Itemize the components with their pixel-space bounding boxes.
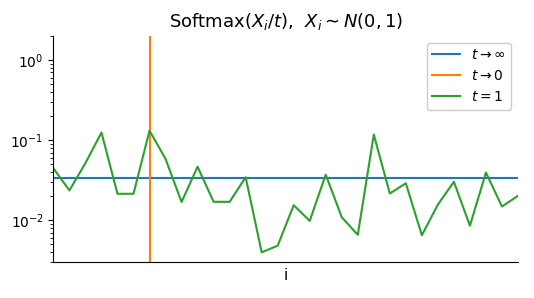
- $t \to \infty$: [98, 177, 105, 180]
- Legend: $t \to \infty$, $t \to 0$, $t = 1$: $t \to \infty$, $t \to 0$, $t = 1$: [427, 43, 511, 110]
- Line: $t = 1$: $t = 1$: [53, 131, 518, 252]
- $t = 1$: [98, 131, 105, 134]
- $t \to \infty$: [194, 177, 201, 180]
- $t = 1$: [323, 173, 329, 176]
- $t = 1$: [467, 224, 473, 227]
- X-axis label: i: i: [284, 268, 288, 283]
- $t \to \infty$: [371, 177, 377, 180]
- $t \to \infty$: [339, 177, 345, 180]
- $t \to \infty$: [226, 177, 233, 180]
- $t = 1$: [403, 181, 409, 185]
- $t = 1$: [339, 215, 345, 219]
- $t \to \infty$: [66, 177, 73, 180]
- $t = 1$: [226, 200, 233, 204]
- $t \to \infty$: [82, 177, 89, 180]
- $t = 1$: [419, 233, 425, 237]
- $t = 1$: [114, 192, 121, 195]
- $t = 1$: [146, 129, 153, 132]
- $t = 1$: [194, 165, 201, 169]
- $t \to \infty$: [258, 177, 265, 180]
- $t = 1$: [387, 192, 393, 195]
- $t \to \infty$: [178, 177, 185, 180]
- $t = 1$: [371, 133, 377, 136]
- $t = 1$: [82, 161, 89, 165]
- $t \to \infty$: [307, 177, 313, 180]
- $t = 1$: [290, 204, 297, 207]
- $t = 1$: [258, 251, 265, 254]
- $t \to \infty$: [499, 177, 505, 180]
- $t = 1$: [130, 192, 137, 195]
- $t = 1$: [451, 180, 457, 184]
- $t \to \infty$: [419, 177, 425, 180]
- $t = 1$: [66, 189, 73, 192]
- Title: Softmax($X_i/t$),  $X_i \sim N(0, 1)$: Softmax($X_i/t$), $X_i \sim N(0, 1)$: [169, 11, 403, 32]
- $t = 1$: [499, 205, 505, 208]
- $t \to \infty$: [162, 177, 169, 180]
- $t \to \infty$: [210, 177, 217, 180]
- $t = 1$: [355, 233, 361, 237]
- $t \to \infty$: [355, 177, 361, 180]
- $t \to \infty$: [467, 177, 473, 180]
- $t \to \infty$: [435, 177, 441, 180]
- $t = 1$: [210, 200, 217, 204]
- $t \to 0$: [146, 58, 153, 62]
- $t = 1$: [50, 167, 57, 170]
- $t \to \infty$: [242, 177, 249, 180]
- $t = 1$: [515, 194, 521, 198]
- $t = 1$: [483, 171, 489, 174]
- $t \to \infty$: [323, 177, 329, 180]
- $t \to \infty$: [387, 177, 393, 180]
- $t = 1$: [435, 203, 441, 207]
- $t = 1$: [178, 200, 185, 204]
- $t \to \infty$: [290, 177, 297, 180]
- $t = 1$: [162, 157, 169, 161]
- $t \to \infty$: [50, 177, 57, 180]
- $t \to \infty$: [114, 177, 121, 180]
- $t = 1$: [274, 244, 281, 248]
- $t = 1$: [242, 176, 249, 179]
- $t \to \infty$: [451, 177, 457, 180]
- $t \to \infty$: [403, 177, 409, 180]
- $t \to \infty$: [274, 177, 281, 180]
- $t \to \infty$: [130, 177, 137, 180]
- $t \to \infty$: [483, 177, 489, 180]
- $t = 1$: [307, 219, 313, 223]
- $t \to \infty$: [515, 177, 521, 180]
- $t \to \infty$: [146, 177, 153, 180]
